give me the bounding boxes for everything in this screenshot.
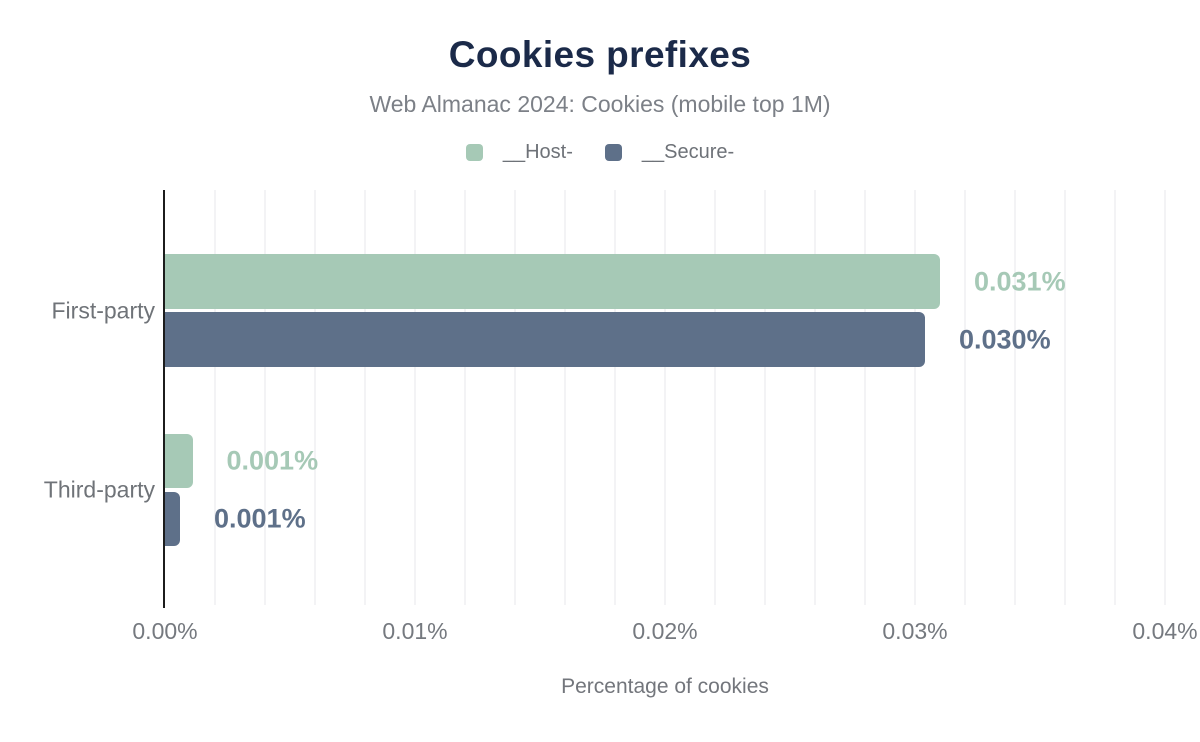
gridline: [664, 190, 666, 605]
plot-area: Percentage of cookies 0.031% 0.030% First-…: [44, 190, 1198, 698]
gridline: [614, 190, 616, 605]
gridline: [914, 190, 916, 605]
gridline: [1164, 190, 1166, 605]
legend-swatch-icon: [465, 144, 483, 161]
gridline: [564, 190, 566, 605]
gridline: [1014, 190, 1016, 605]
gridline: [314, 190, 316, 605]
gridline: [364, 190, 366, 605]
gridline: [814, 190, 816, 605]
x-axis-label: Percentage of cookies: [561, 675, 769, 698]
gridline: [214, 190, 216, 605]
x-tick-label: 0.04%: [1132, 618, 1198, 644]
bar-secure--third-party[interactable]: [165, 492, 180, 546]
bar-value-label: 0.001%: [214, 503, 306, 534]
legend-item-host-[interactable]: __Host-: [465, 141, 573, 164]
y-axis-line: [163, 190, 165, 608]
gridline: [264, 190, 266, 605]
chart-subtitle: Web Almanac 2024: Cookies (mobile top 1M…: [369, 91, 831, 117]
category-label-third-party: Third-party: [43, 476, 155, 503]
chart-title: Cookies prefixes: [448, 34, 752, 75]
gridline: [764, 190, 766, 605]
gridline: [464, 190, 466, 605]
gridline: [864, 190, 866, 605]
gridline: [714, 190, 716, 605]
gridline: [964, 190, 966, 605]
bar-value-label: 0.030%: [959, 324, 1051, 354]
bar-value-label: 0.001%: [226, 445, 319, 476]
legend-swatch-icon: [604, 144, 622, 161]
category-label-first-party: First-party: [51, 297, 156, 323]
x-tick-label: 0.01%: [382, 618, 448, 644]
x-tick-label: 0.02%: [632, 618, 698, 644]
legend-item-secure-[interactable]: __Secure-: [604, 141, 735, 164]
bar-host--first-party[interactable]: [165, 254, 940, 309]
gridline: [1064, 190, 1066, 605]
x-tick-label: 0.00%: [132, 618, 198, 644]
legend: __Host- __Secure-: [0, 141, 1200, 164]
legend-label: __Host-: [502, 141, 573, 163]
legend-label: __Secure-: [641, 141, 735, 163]
bar-secure--first-party[interactable]: [165, 312, 925, 367]
bar-host--third-party[interactable]: [165, 434, 193, 488]
gridline: [1114, 190, 1116, 605]
bar-value-label: 0.031%: [974, 266, 1066, 296]
gridline: [414, 190, 416, 605]
x-tick-label: 0.03%: [882, 618, 948, 644]
gridline: [514, 190, 516, 605]
